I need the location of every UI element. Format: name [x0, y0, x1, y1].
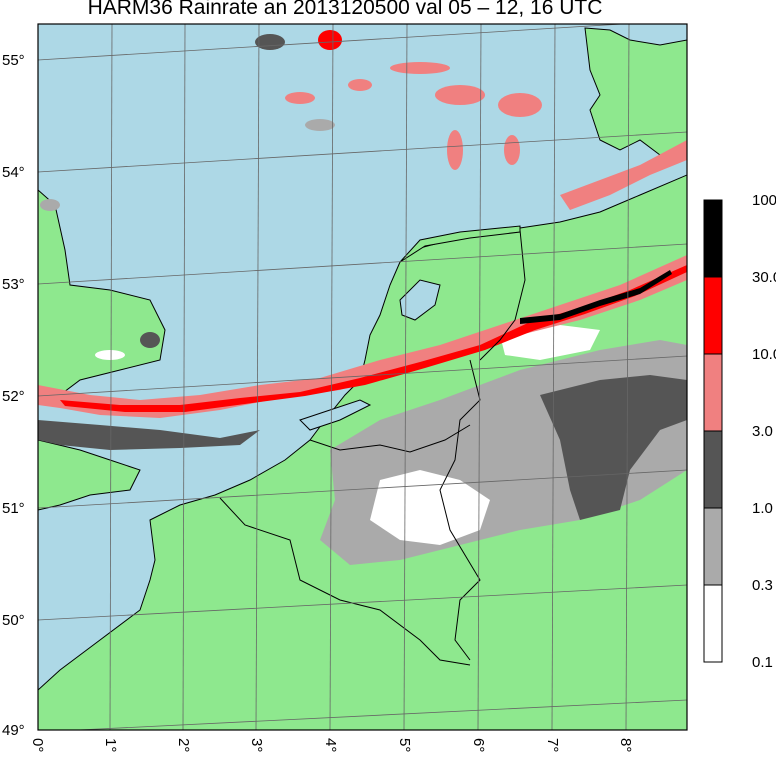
lon-label-8: 8° [617, 738, 634, 753]
colorbar-label-1: 1.0 [752, 500, 773, 517]
country-borders [219, 229, 526, 666]
rain-white-area [370, 470, 490, 545]
lat-label-50: 50° [2, 612, 25, 629]
colorbar-pink [703, 353, 723, 432]
lon-label-5: 5° [396, 738, 413, 753]
map-title: HARM36 Rainrate an 2013120500 val 05 – 1… [87, 0, 603, 19]
colorbar-white [703, 584, 723, 663]
north-sea-rain-cells [40, 30, 542, 360]
colorbar-label-3: 3.0 [752, 423, 773, 440]
colorbar-dark-grey [703, 430, 723, 509]
colorbar-label-30: 30.0 [752, 269, 776, 286]
lat-label-51: 51° [2, 500, 25, 517]
ijsselmeer-water [399, 279, 441, 321]
lon-label-1: 1° [102, 738, 119, 753]
lon-label-7: 7° [544, 738, 561, 753]
lon-label-0: 0° [29, 738, 46, 753]
lat-label-53: 53° [2, 276, 25, 293]
lon-label-2: 2° [175, 738, 192, 753]
lon-label-3: 3° [248, 738, 265, 753]
colorbar-black [703, 199, 723, 278]
denmark-land [584, 27, 687, 156]
rain-band-black [520, 270, 672, 324]
colorbar-label-0-1: 0.1 [752, 654, 773, 671]
colorbar [703, 199, 723, 663]
colorbar-label-0-3: 0.3 [752, 577, 773, 594]
lat-label-52: 52° [2, 388, 25, 405]
zeeland-water [299, 399, 372, 431]
colorbar-label-10: 10.0 [752, 346, 776, 363]
rain-band-pink [38, 255, 687, 418]
lat-label-49: 49° [2, 722, 25, 739]
map-frame [37, 23, 688, 731]
rain-north-pink [560, 140, 687, 210]
graticule [38, 24, 687, 730]
lon-label-6: 6° [470, 738, 487, 753]
colorbar-label-100: 100.0 [752, 192, 776, 209]
kent-land [38, 439, 141, 511]
frisian-islands [399, 225, 521, 263]
colorbar-red [703, 276, 723, 355]
lat-label-54: 54° [2, 164, 25, 181]
lon-label-4: 4° [322, 738, 339, 753]
rain-dark-grey [540, 375, 687, 520]
rain-dark-grey-2 [38, 420, 260, 450]
colorbar-light-grey [703, 507, 723, 586]
lat-label-55: 55° [2, 52, 25, 69]
